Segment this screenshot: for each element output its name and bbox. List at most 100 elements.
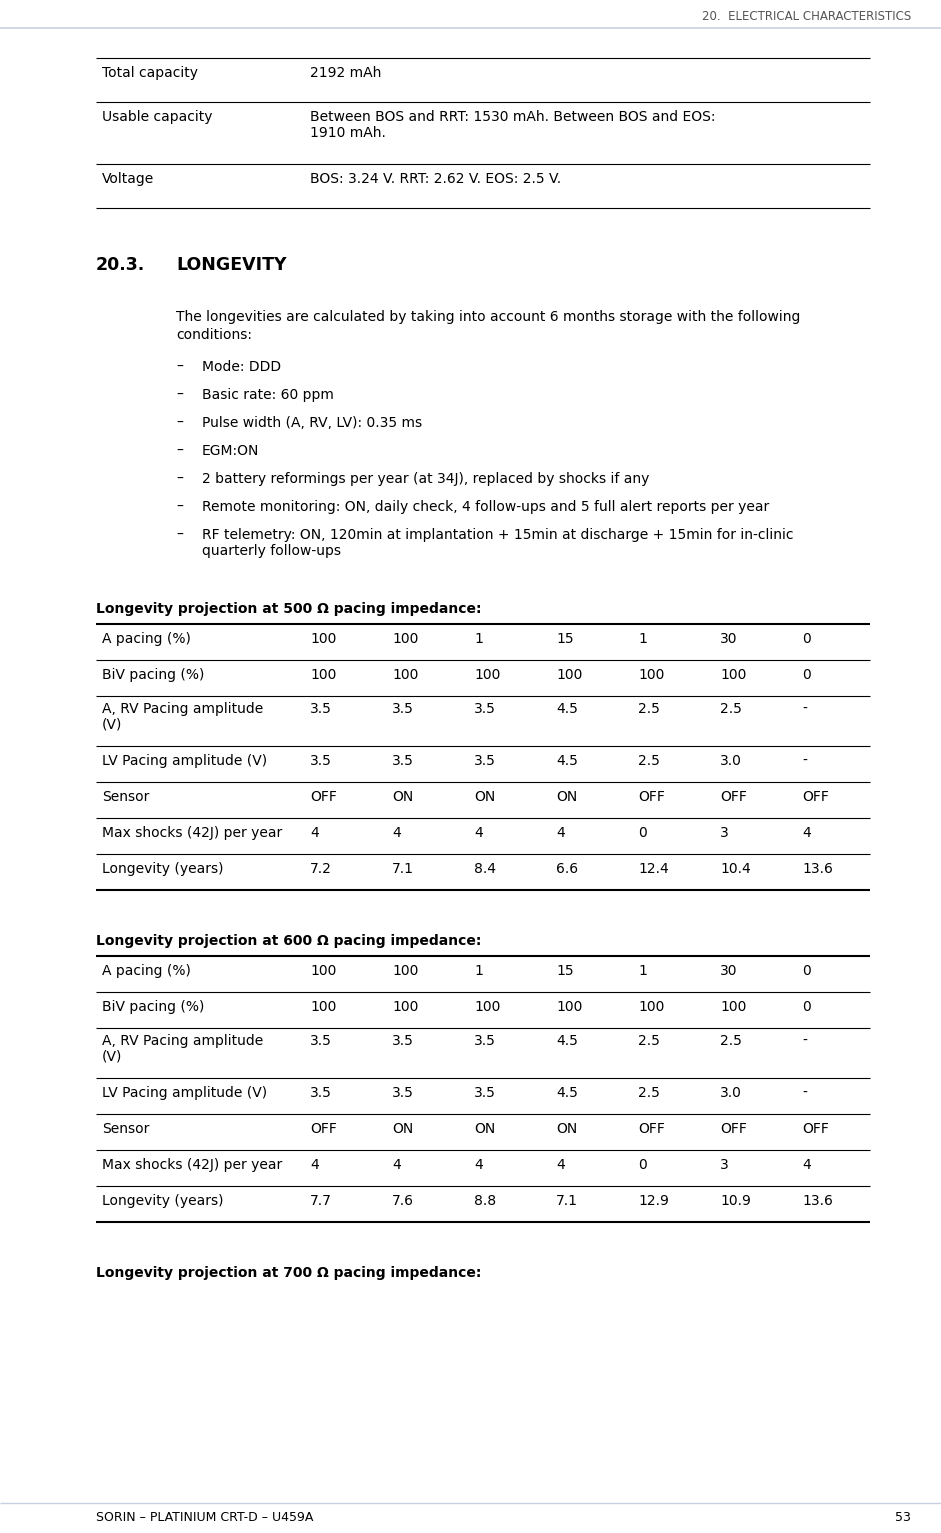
- Text: (V): (V): [102, 717, 122, 731]
- Text: 0: 0: [802, 632, 811, 645]
- Text: 12.4: 12.4: [638, 862, 669, 875]
- Text: BiV pacing (%): BiV pacing (%): [102, 1000, 204, 1013]
- Text: 3.0: 3.0: [720, 754, 742, 768]
- Text: 4.5: 4.5: [556, 1033, 578, 1049]
- Text: 100: 100: [720, 668, 746, 682]
- Text: 0: 0: [802, 964, 811, 978]
- Text: 3.5: 3.5: [310, 1033, 332, 1049]
- Text: 8.4: 8.4: [474, 862, 496, 875]
- Text: 7.2: 7.2: [310, 862, 332, 875]
- Text: A pacing (%): A pacing (%): [102, 632, 191, 645]
- Text: –: –: [176, 500, 183, 514]
- Text: 100: 100: [392, 668, 419, 682]
- Text: ON: ON: [474, 1122, 495, 1136]
- Text: 15: 15: [556, 632, 574, 645]
- Text: 3: 3: [720, 826, 728, 840]
- Text: Longevity (years): Longevity (years): [102, 1194, 224, 1208]
- Text: 3.5: 3.5: [392, 754, 414, 768]
- Text: 4: 4: [392, 1157, 401, 1173]
- Text: 3.5: 3.5: [474, 1033, 496, 1049]
- Text: 100: 100: [310, 632, 336, 645]
- Text: 20.3.: 20.3.: [96, 256, 145, 274]
- Text: ON: ON: [556, 1122, 577, 1136]
- Text: 3.5: 3.5: [474, 702, 496, 716]
- Text: 3: 3: [720, 1157, 728, 1173]
- Text: 0: 0: [802, 1000, 811, 1013]
- Text: OFF: OFF: [638, 1122, 665, 1136]
- Text: 4: 4: [556, 1157, 565, 1173]
- Text: A, RV Pacing amplitude: A, RV Pacing amplitude: [102, 702, 263, 716]
- Text: OFF: OFF: [720, 789, 747, 803]
- Text: 10.4: 10.4: [720, 862, 751, 875]
- Text: conditions:: conditions:: [176, 328, 252, 342]
- Text: Mode: DDD: Mode: DDD: [202, 360, 281, 374]
- Text: –: –: [176, 388, 183, 402]
- Text: 4.5: 4.5: [556, 1085, 578, 1101]
- Text: Max shocks (42J) per year: Max shocks (42J) per year: [102, 826, 282, 840]
- Text: 3.5: 3.5: [310, 702, 332, 716]
- Text: ON: ON: [392, 1122, 413, 1136]
- Text: –: –: [176, 527, 183, 543]
- Text: 13.6: 13.6: [802, 1194, 833, 1208]
- Text: Longevity (years): Longevity (years): [102, 862, 224, 875]
- Text: 100: 100: [720, 1000, 746, 1013]
- Text: Max shocks (42J) per year: Max shocks (42J) per year: [102, 1157, 282, 1173]
- Text: 12.9: 12.9: [638, 1194, 669, 1208]
- Text: Pulse width (A, RV, LV): 0.35 ms: Pulse width (A, RV, LV): 0.35 ms: [202, 415, 423, 429]
- Text: -: -: [802, 754, 806, 768]
- Text: 4: 4: [392, 826, 401, 840]
- Text: 0: 0: [638, 826, 646, 840]
- Text: 100: 100: [638, 668, 664, 682]
- Text: 30: 30: [720, 632, 738, 645]
- Text: 4: 4: [310, 1157, 319, 1173]
- Text: 2.5: 2.5: [720, 702, 742, 716]
- Text: SORIN – PLATINIUM CRT-D – U459A: SORIN – PLATINIUM CRT-D – U459A: [96, 1512, 313, 1524]
- Text: 3.5: 3.5: [392, 702, 414, 716]
- Text: 100: 100: [310, 1000, 336, 1013]
- Text: 6.6: 6.6: [556, 862, 578, 875]
- Text: EGM:ON: EGM:ON: [202, 445, 260, 458]
- Text: 100: 100: [556, 668, 582, 682]
- Text: OFF: OFF: [802, 789, 829, 803]
- Text: 100: 100: [310, 668, 336, 682]
- Text: 3.0: 3.0: [720, 1085, 742, 1101]
- Text: OFF: OFF: [310, 1122, 337, 1136]
- Text: 2.5: 2.5: [638, 1085, 660, 1101]
- Text: OFF: OFF: [310, 789, 337, 803]
- Text: A, RV Pacing amplitude: A, RV Pacing amplitude: [102, 1033, 263, 1049]
- Text: The longevities are calculated by taking into account 6 months storage with the : The longevities are calculated by taking…: [176, 310, 801, 323]
- Text: 8.8: 8.8: [474, 1194, 496, 1208]
- Text: 3.5: 3.5: [392, 1033, 414, 1049]
- Text: 10.9: 10.9: [720, 1194, 751, 1208]
- Text: 3.5: 3.5: [474, 754, 496, 768]
- Text: Usable capacity: Usable capacity: [102, 110, 213, 124]
- Text: Total capacity: Total capacity: [102, 66, 198, 80]
- Text: LV Pacing amplitude (V): LV Pacing amplitude (V): [102, 1085, 267, 1101]
- Text: 2.5: 2.5: [638, 1033, 660, 1049]
- Text: BiV pacing (%): BiV pacing (%): [102, 668, 204, 682]
- Text: LV Pacing amplitude (V): LV Pacing amplitude (V): [102, 754, 267, 768]
- Text: BOS: 3.24 V. RRT: 2.62 V. EOS: 2.5 V.: BOS: 3.24 V. RRT: 2.62 V. EOS: 2.5 V.: [310, 172, 561, 185]
- Text: RF telemetry: ON, 120min at implantation + 15min at discharge + 15min for in-cli: RF telemetry: ON, 120min at implantation…: [202, 527, 793, 543]
- Text: LONGEVITY: LONGEVITY: [176, 256, 286, 274]
- Text: ON: ON: [474, 789, 495, 803]
- Text: –: –: [176, 445, 183, 458]
- Text: 4: 4: [802, 826, 811, 840]
- Text: -: -: [802, 1085, 806, 1101]
- Text: 3.5: 3.5: [310, 754, 332, 768]
- Text: 1: 1: [474, 964, 483, 978]
- Text: 0: 0: [802, 668, 811, 682]
- Text: 4.5: 4.5: [556, 754, 578, 768]
- Text: Sensor: Sensor: [102, 1122, 150, 1136]
- Text: Basic rate: 60 ppm: Basic rate: 60 ppm: [202, 388, 334, 402]
- Text: 4: 4: [802, 1157, 811, 1173]
- Text: 3.5: 3.5: [310, 1085, 332, 1101]
- Text: 2.5: 2.5: [638, 754, 660, 768]
- Text: 7.1: 7.1: [392, 862, 414, 875]
- Text: Sensor: Sensor: [102, 789, 150, 803]
- Text: Remote monitoring: ON, daily check, 4 follow-ups and 5 full alert reports per ye: Remote monitoring: ON, daily check, 4 fo…: [202, 500, 769, 514]
- Text: 2.5: 2.5: [720, 1033, 742, 1049]
- Text: 1: 1: [474, 632, 483, 645]
- Text: 30: 30: [720, 964, 738, 978]
- Text: Longevity projection at 600 Ω pacing impedance:: Longevity projection at 600 Ω pacing imp…: [96, 934, 482, 947]
